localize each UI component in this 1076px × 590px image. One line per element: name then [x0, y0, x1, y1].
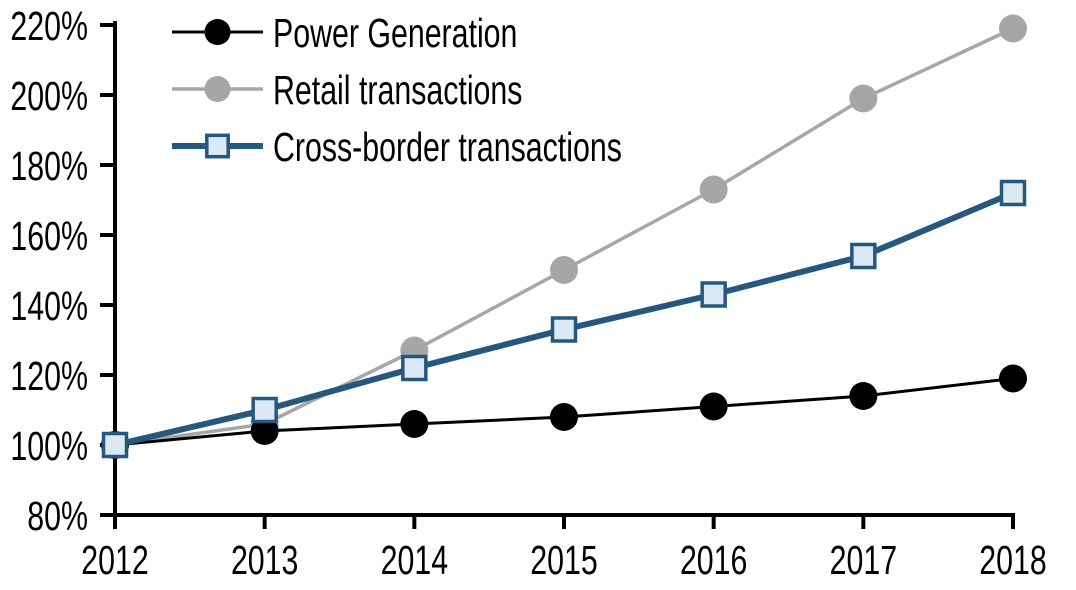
data-point-retail-transactions-2015 [550, 256, 578, 284]
data-point-cross-border-transactions-2014 [401, 354, 428, 382]
x-tick-label-2013: 2013 [231, 536, 298, 583]
x-tick-label-2016: 2016 [680, 536, 747, 583]
data-point-power-generation-2015 [550, 403, 578, 431]
x-tick-label-2012: 2012 [81, 536, 148, 583]
series-power-generation [101, 364, 1027, 459]
y-tick-label-160: 160% [10, 212, 88, 259]
x-tick-label-2014: 2014 [381, 536, 448, 583]
legend-label-cross-border-transactions: Cross-border transactions [273, 123, 622, 170]
legend-label-power-generation: Power Generation [273, 9, 517, 56]
legend-marker-cross-border-transactions [205, 133, 230, 159]
data-point-cross-border-transactions-2012 [101, 431, 129, 459]
data-point-retail-transactions-2018 [999, 14, 1027, 43]
x-tick-label-2017: 2017 [830, 536, 897, 583]
data-point-cross-border-transactions-2018 [999, 179, 1027, 207]
series-line-retail-transactions [114, 26, 1014, 447]
data-point-cross-border-transactions-2017 [850, 242, 877, 270]
x-tick-label-2015: 2015 [530, 536, 597, 583]
data-point-cross-border-transactions-2015 [550, 316, 578, 343]
data-point-power-generation-2018 [999, 364, 1027, 393]
data-point-retail-transactions-2016 [699, 175, 728, 204]
data-point-cross-border-transactions-2013 [251, 396, 278, 424]
data-point-retail-transactions-2017 [849, 84, 878, 113]
y-tick-label-120: 120% [10, 352, 88, 399]
x-tick-label-2018: 2018 [979, 536, 1046, 583]
series-cross-border-transactions [101, 179, 1027, 459]
data-point-power-generation-2014 [400, 410, 429, 438]
legend-label-retail-transactions: Retail transactions [273, 66, 522, 113]
legend-marker-retail-transactions [204, 75, 231, 103]
y-tick-label-180: 180% [10, 142, 88, 189]
legend-item-cross-border-transactions: Cross-border transactions [172, 123, 622, 170]
legend-item-power-generation: Power Generation [172, 9, 517, 56]
legend: Power Generation Retail transactions Cross… [172, 9, 622, 170]
legend-item-retail-transactions: Retail transactions [172, 66, 522, 113]
y-tick-label-200: 200% [10, 72, 88, 119]
legend-marker-power-generation [204, 18, 231, 46]
y-tick-label-220: 220% [10, 2, 88, 49]
data-point-power-generation-2017 [849, 382, 878, 410]
data-point-cross-border-transactions-2016 [700, 281, 727, 308]
y-tick-label-140: 140% [10, 282, 88, 329]
y-tick-label-80: 80% [27, 492, 88, 539]
data-point-power-generation-2016 [699, 392, 728, 421]
data-point-power-generation-2013 [250, 417, 279, 445]
y-tick-label-100: 100% [10, 422, 88, 469]
